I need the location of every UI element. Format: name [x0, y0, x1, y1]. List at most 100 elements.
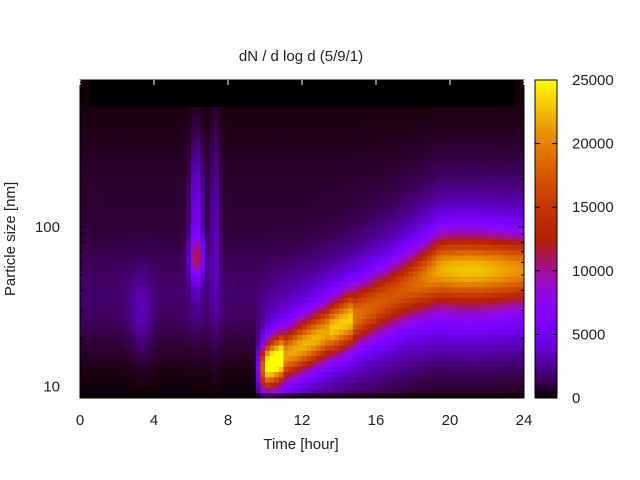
heatmap-cell [431, 260, 437, 267]
heatmap-cell [371, 122, 377, 129]
heatmap-cell [163, 101, 169, 108]
heatmap-cell [98, 318, 104, 325]
heatmap-cell [251, 360, 257, 367]
heatmap-cell [288, 143, 294, 150]
heatmap-cell [385, 270, 391, 277]
heatmap-cell [394, 239, 400, 245]
heatmap-cell [126, 138, 132, 145]
heatmap-cell [450, 212, 456, 219]
heatmap-cell [376, 233, 382, 240]
heatmap-cell [445, 228, 451, 235]
heatmap-cell [84, 159, 90, 166]
heatmap-cell [186, 154, 192, 161]
heatmap-cell [163, 191, 169, 198]
heatmap-cell [278, 223, 285, 229]
heatmap-cell [329, 138, 335, 145]
heatmap-cell [191, 106, 197, 113]
heatmap-cell [237, 159, 243, 166]
heatmap-cell [80, 143, 86, 150]
heatmap-cell [288, 207, 294, 214]
heatmap-cell [408, 276, 414, 282]
heatmap-cell [186, 323, 192, 330]
heatmap-cell [302, 175, 308, 182]
heatmap-cell [140, 360, 146, 367]
heatmap-cell [260, 133, 266, 139]
heatmap-cell [343, 143, 349, 150]
heatmap-cell [329, 307, 335, 314]
heatmap-cell [126, 281, 132, 288]
heatmap-cell [84, 90, 90, 97]
heatmap-cell [140, 286, 146, 293]
heatmap-cell [329, 281, 335, 288]
heatmap-cell [177, 371, 183, 378]
heatmap-cell [84, 101, 90, 108]
heatmap-cell [209, 127, 215, 134]
heatmap-cell [334, 186, 340, 192]
heatmap-cell [334, 111, 340, 118]
heatmap-cell [167, 101, 174, 108]
heatmap-cell [311, 350, 317, 357]
heatmap-cell [84, 154, 90, 161]
heatmap-cell [84, 382, 90, 388]
heatmap-cell [149, 170, 155, 176]
heatmap-cell [450, 382, 456, 388]
heatmap-cell [177, 196, 183, 203]
heatmap-cell [140, 260, 146, 267]
heatmap-cell [89, 254, 95, 261]
heatmap-cell [204, 297, 211, 304]
heatmap-cell [440, 127, 446, 134]
heatmap-cell [269, 117, 275, 123]
heatmap-cell [399, 164, 405, 171]
heatmap-cell [339, 376, 345, 383]
heatmap-cell [389, 244, 396, 251]
heatmap-cell [292, 217, 298, 224]
heatmap-cell [278, 191, 285, 198]
heatmap-cell [260, 339, 266, 346]
heatmap-cell [417, 302, 423, 309]
heatmap-cell [334, 201, 340, 208]
heatmap-cell [228, 313, 234, 320]
heatmap-cell [292, 201, 298, 208]
heatmap-cell [191, 80, 197, 86]
heatmap-cell [426, 244, 433, 251]
heatmap-cell [440, 196, 446, 203]
heatmap-cell [334, 265, 340, 272]
heatmap-cell [399, 371, 405, 378]
heatmap-cell [399, 387, 405, 394]
heatmap-cell [329, 323, 335, 330]
heatmap-cell [274, 127, 280, 134]
heatmap-cell [140, 133, 146, 139]
heatmap-cell [84, 143, 90, 150]
heatmap-cell [191, 217, 197, 224]
heatmap-cell [218, 323, 224, 330]
heatmap-cell [459, 265, 465, 272]
heatmap-cell [440, 249, 446, 256]
heatmap-cell [158, 350, 164, 357]
heatmap-cell [269, 170, 275, 176]
heatmap-cell [200, 265, 206, 272]
heatmap-cell [274, 249, 280, 256]
heatmap-cell [445, 297, 451, 304]
heatmap-cell [380, 249, 386, 256]
heatmap-cell [459, 186, 465, 192]
heatmap-cell [98, 80, 104, 86]
heatmap-cell [195, 329, 201, 335]
heatmap-cell [121, 371, 127, 378]
heatmap-cell [223, 334, 229, 341]
heatmap-cell [445, 302, 451, 309]
heatmap-cell [251, 223, 257, 229]
heatmap-cell [117, 239, 123, 245]
heatmap-cell [302, 270, 308, 277]
heatmap-cell [320, 339, 326, 346]
heatmap-cell [426, 276, 433, 282]
heatmap-cell [343, 302, 349, 309]
heatmap-cell [436, 90, 442, 97]
heatmap-cell [103, 276, 109, 282]
heatmap-cell [167, 387, 174, 394]
heatmap-cell [117, 376, 123, 383]
heatmap-cell [274, 154, 280, 161]
heatmap-cell [278, 387, 285, 394]
heatmap-cell [454, 297, 460, 304]
heatmap-cell [103, 228, 109, 235]
heatmap-cell [334, 80, 340, 86]
